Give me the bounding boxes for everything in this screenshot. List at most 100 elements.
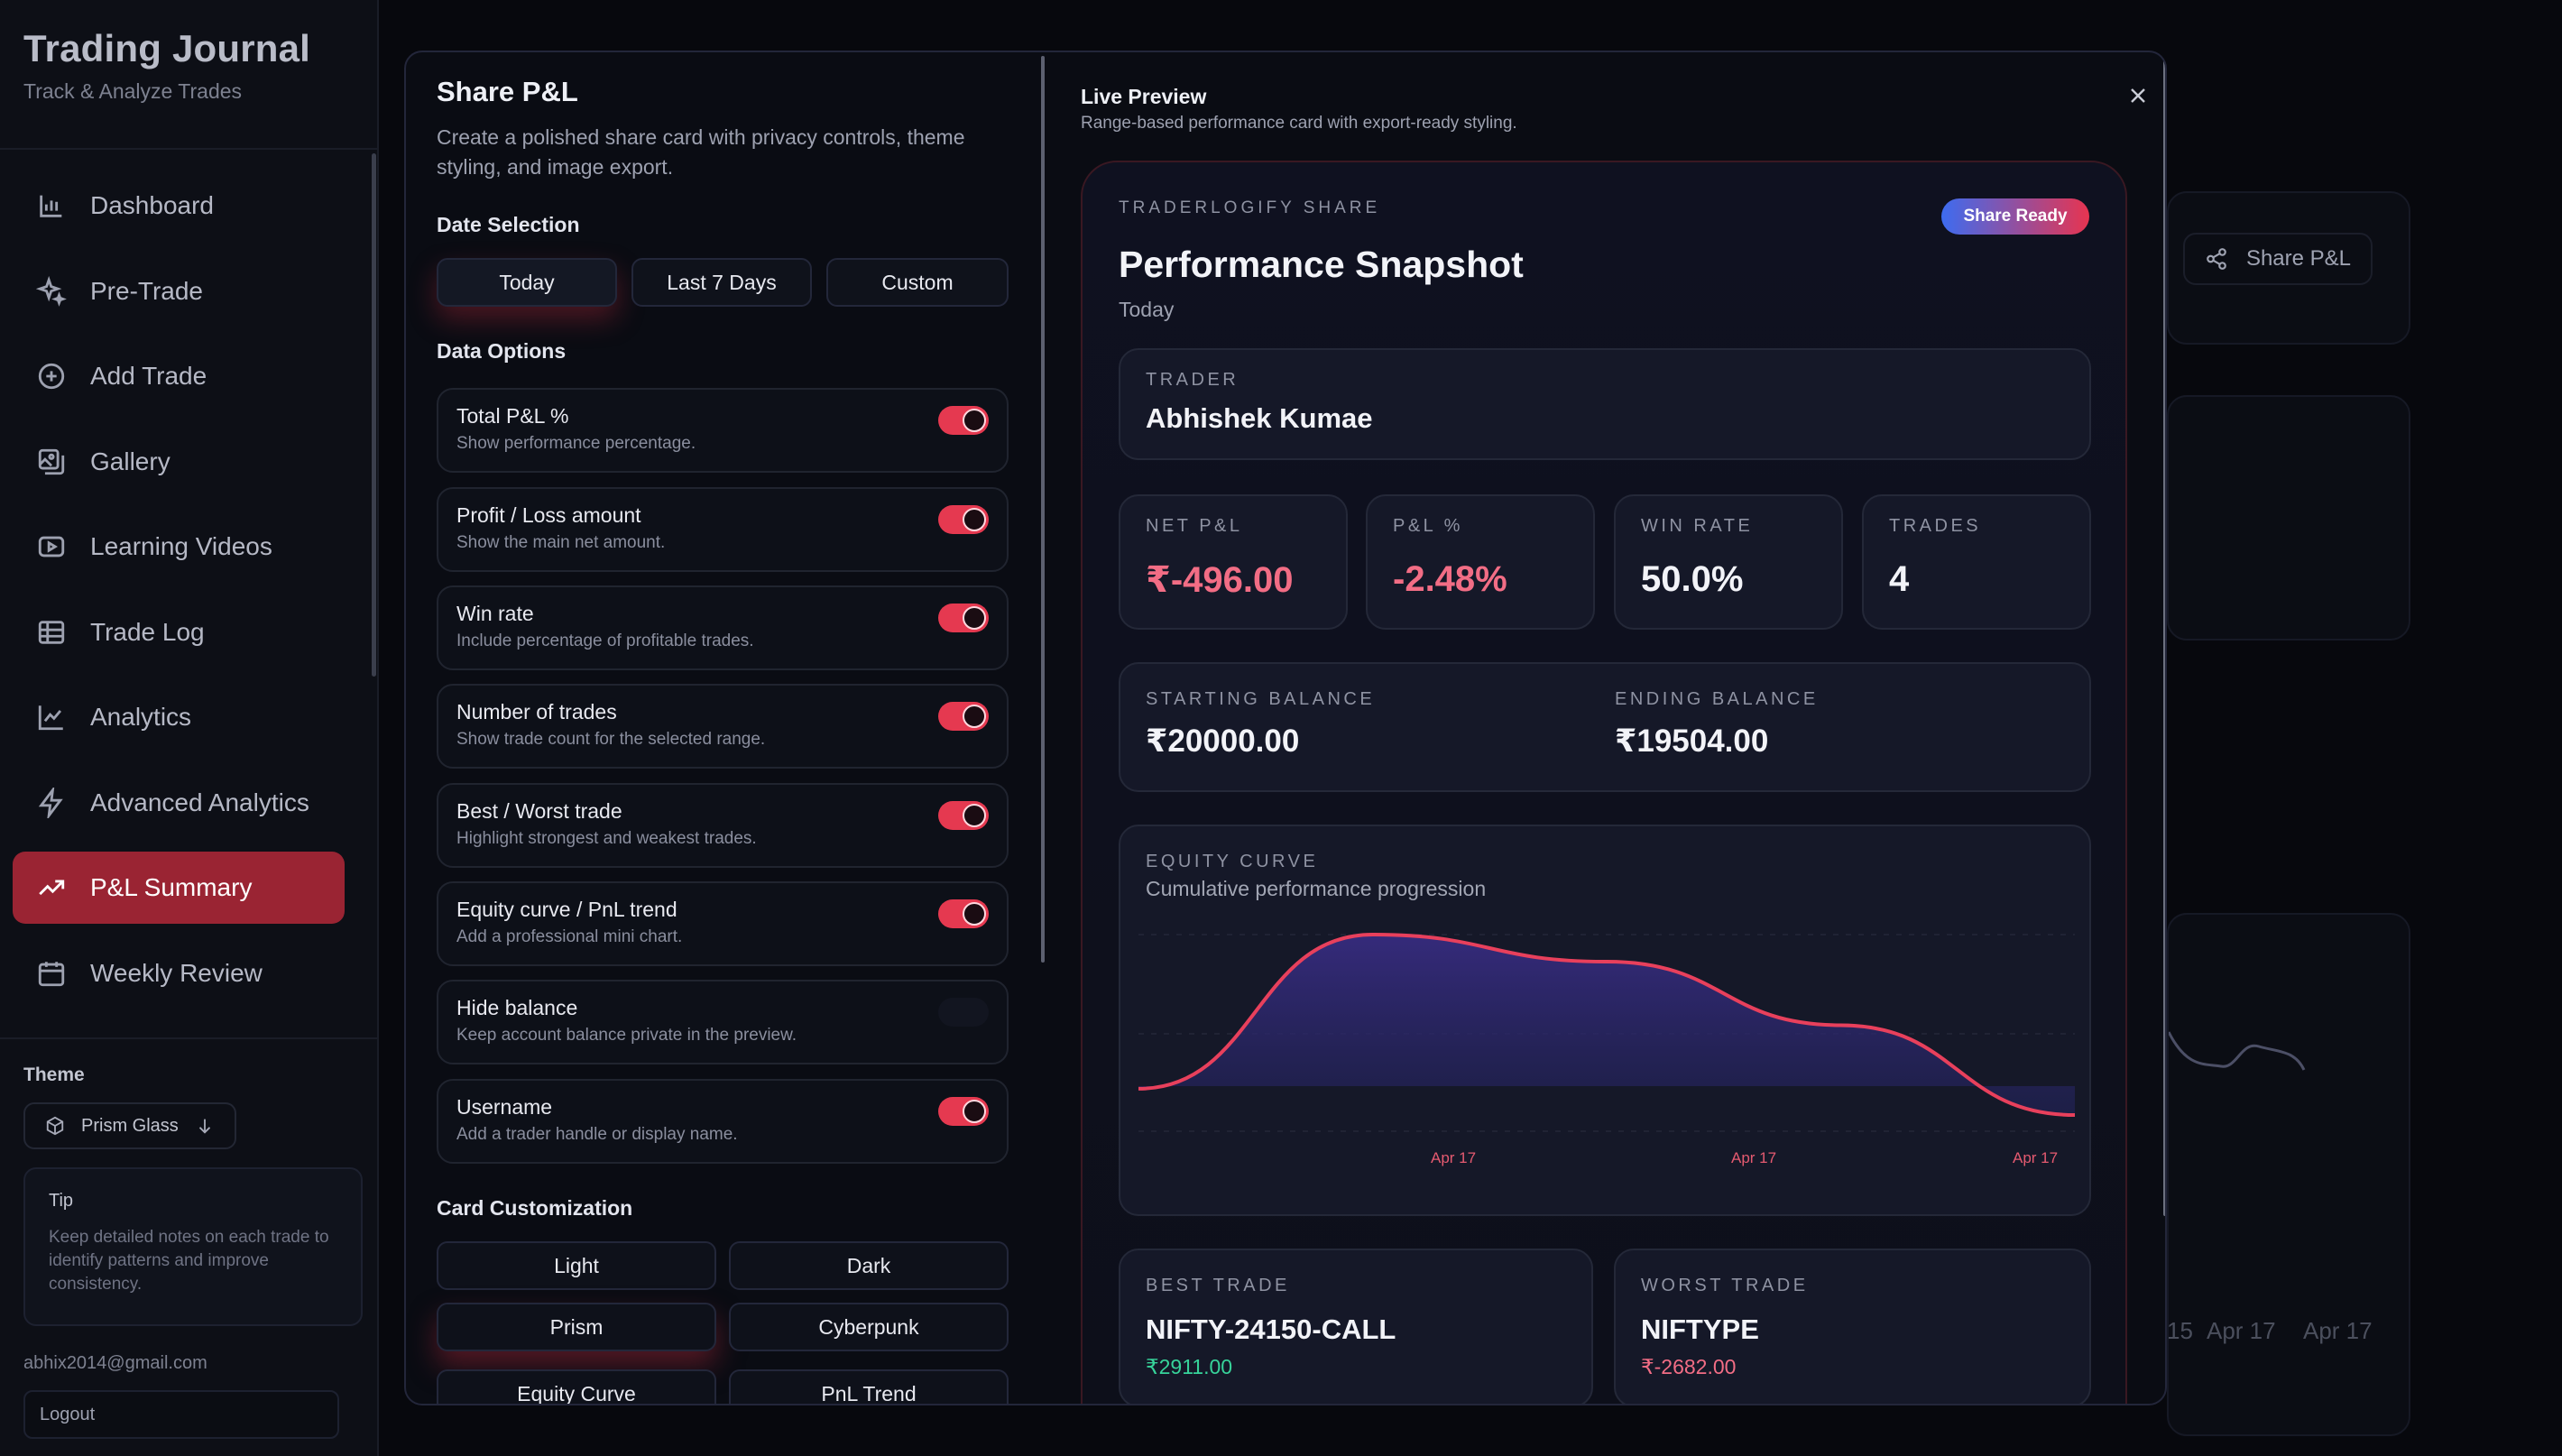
option-subtitle: Highlight strongest and weakest trades. [456,829,757,848]
toggle-switch[interactable] [938,604,989,632]
data-options-label: Data Options [437,339,567,363]
worst-trade-symbol: NIFTYPE [1641,1313,1759,1345]
card-style-equity-curve[interactable]: Equity Curve [437,1369,716,1404]
preview-scrollbar[interactable] [2163,58,2165,1216]
toggle-switch[interactable] [938,998,989,1027]
date-option-today[interactable]: Today [437,258,617,307]
trader-name: Abhishek Kumae [1146,402,1373,434]
settings-scrollbar[interactable] [1041,56,1045,963]
best-trade-label: BEST TRADE [1146,1276,1290,1295]
share-icon [2207,248,2226,270]
option-username[interactable]: Username Add a trader handle or display … [437,1079,1009,1164]
stat-value: ₹-496.00 [1146,560,1294,600]
bar-chart-icon [40,195,62,217]
theme-select[interactable]: Prism Glass [23,1102,236,1149]
toggle-switch[interactable] [938,505,989,534]
background-share-button[interactable]: Share P&L [2183,233,2373,285]
sidebar-item-analytics[interactable]: Analytics [13,681,345,753]
background-axis-label: Apr 17 [2303,1317,2373,1344]
option-subtitle: Keep account balance private in the prev… [456,1026,797,1045]
date-option-custom[interactable]: Custom [826,258,1009,307]
sidebar-scrollbar[interactable] [372,153,376,677]
option-hide-balance[interactable]: Hide balance Keep account balance privat… [437,980,1009,1064]
background-stats-card [2167,395,2410,640]
modal-title: Share P&L [437,76,578,107]
modal-description: Create a polished share card with privac… [437,125,965,179]
background-axis-label: Apr 17 [2207,1317,2276,1344]
worst-trade-tile: WORST TRADE NIFTYPE ₹-2682.00 [1614,1249,2091,1404]
card-style-cyberpunk[interactable]: Cyberpunk [729,1303,1009,1351]
toggle-switch[interactable] [938,899,989,928]
plus-circle-icon [38,363,65,390]
sidebar-item-label: P&L Summary [90,873,253,901]
equity-curve-line [1138,932,2076,1117]
logout-button[interactable]: Logout [23,1390,339,1439]
settings-panel: Share P&L Create a polished share card w… [406,52,1043,1404]
stat-tile-pnl-percent: P&L % -2.48% [1366,494,1595,630]
option-equity-curve[interactable]: Equity curve / PnL trend Add a professio… [437,881,1009,966]
sidebar-footer: Theme Prism Glass Tip Keep detailed note… [0,1037,379,1439]
option-profit-loss-amount[interactable]: Profit / Loss amount Show the main net a… [437,487,1009,572]
sidebar-item-learning-videos[interactable]: Learning Videos [13,511,345,583]
sidebar-item-label: Gallery [90,447,170,475]
date-option-last-7-days[interactable]: Last 7 Days [631,258,812,307]
user-email: abhix2014@gmail.com [23,1353,207,1373]
tip-title: Tip [49,1191,74,1211]
stat-label: P&L % [1393,516,1463,536]
sidebar-item-add-trade[interactable]: Add Trade [13,340,345,412]
preview-subtitle: Range-based performance card with export… [1081,114,1517,133]
toggle-switch[interactable] [938,406,989,435]
background-chart-line [2169,1031,2306,1071]
option-number-of-trades[interactable]: Number of trades Show trade count for th… [437,684,1009,769]
card-range: Today [1119,298,1175,321]
option-best-worst-trade[interactable]: Best / Worst trade Highlight strongest a… [437,783,1009,868]
equity-curve-subtitle: Cumulative performance progression [1146,877,1487,900]
sidebar-nav: Dashboard Pre-Trade Add Trade Gallery Le… [13,170,345,1022]
close-icon [2131,88,2145,103]
sidebar-item-label: Weekly Review [90,958,263,987]
date-section-label: Date Selection [437,213,580,236]
sidebar-item-label: Trade Log [90,617,205,646]
sidebar-item-label: Advanced Analytics [90,788,309,816]
close-button[interactable] [2120,78,2156,114]
theme-label: Theme [23,1064,85,1085]
balance-tile: STARTING BALANCE ₹20000.00 ENDING BALANC… [1119,662,2091,792]
sidebar-item-dashboard[interactable]: Dashboard [13,170,345,242]
option-total-pnl-percent[interactable]: Total P&L % Show performance percentage. [437,388,1009,473]
card-style-dark[interactable]: Dark [729,1241,1009,1290]
worst-trade-value: ₹-2682.00 [1641,1355,1737,1378]
option-title: Number of trades [456,700,617,723]
arrow-down-icon [198,1119,210,1134]
cube-icon [46,1116,64,1136]
best-trade-symbol: NIFTY-24150-CALL [1146,1313,1396,1345]
x-axis-tick: Apr 17 [1431,1149,1477,1166]
equity-curve-label: EQUITY CURVE [1146,852,1319,871]
x-axis-tick: Apr 17 [1731,1149,1777,1166]
card-style-light[interactable]: Light [437,1241,716,1290]
sidebar-item-advanced-analytics[interactable]: Advanced Analytics [13,767,345,839]
sidebar-item-trade-log[interactable]: Trade Log [13,596,345,668]
tip-card: Tip Keep detailed notes on each trade to… [23,1167,363,1326]
card-style-pnl-trend[interactable]: PnL Trend [729,1369,1009,1404]
ending-balance-value: ₹19504.00 [1615,723,1769,759]
best-trade-value: ₹2911.00 [1146,1355,1233,1378]
trending-up-icon [39,880,65,896]
toggle-switch[interactable] [938,1097,989,1126]
sidebar-item-label: Pre-Trade [90,276,204,305]
option-subtitle: Show the main net amount. [456,533,666,552]
toggle-switch[interactable] [938,702,989,731]
option-win-rate[interactable]: Win rate Include percentage of profitabl… [437,585,1009,670]
card-customization-label: Card Customization [437,1196,633,1220]
theme-select-value: Prism Glass [81,1115,179,1136]
video-icon [38,536,65,558]
stat-tile-net-pnl: NET P&L ₹-496.00 [1119,494,1348,630]
card-style-prism[interactable]: Prism [437,1303,716,1351]
share-card: TRADERLOGIFY SHARE Share Ready Performan… [1081,161,2127,1404]
sidebar-item-pre-trade[interactable]: Pre-Trade [13,255,345,327]
sidebar-item-gallery[interactable]: Gallery [13,426,345,498]
sidebar-item-pnl-summary[interactable]: P&L Summary [13,852,345,924]
sidebar-item-weekly-review[interactable]: Weekly Review [13,937,345,1009]
stat-label: WIN RATE [1641,516,1754,536]
toggle-switch[interactable] [938,801,989,830]
app-title: Trading Journal [23,27,311,69]
